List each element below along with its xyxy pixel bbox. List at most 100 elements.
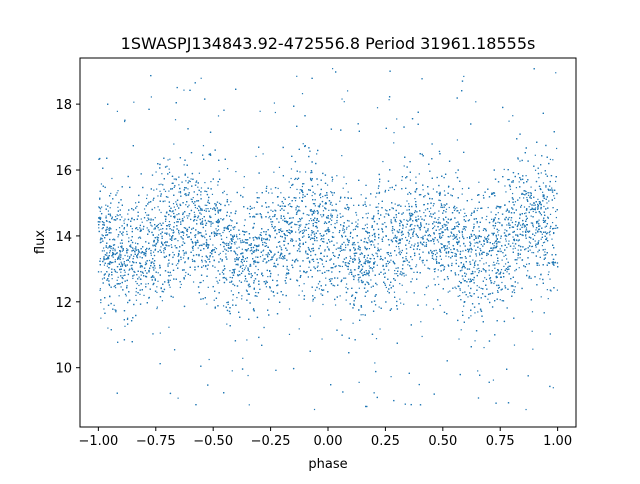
scatter-point [304, 171, 307, 173]
scatter-point [525, 175, 527, 177]
scatter-point [122, 275, 124, 277]
scatter-point [219, 244, 222, 246]
scatter-point [118, 283, 120, 285]
scatter-point [328, 278, 331, 280]
scatter-point [320, 239, 322, 241]
scatter-point [495, 277, 497, 279]
scatter-point [235, 170, 237, 173]
scatter-point [120, 246, 122, 248]
scatter-point [460, 329, 462, 331]
scatter-point [474, 312, 476, 314]
scatter-point [168, 221, 171, 223]
scatter-point [448, 236, 450, 238]
scatter-point [463, 208, 465, 210]
scatter-point [292, 239, 294, 242]
scatter-point [215, 277, 217, 279]
scatter-point [202, 145, 205, 147]
scatter-point [209, 256, 211, 258]
scatter-point [205, 208, 207, 210]
scatter-point [135, 291, 137, 293]
scatter-point [150, 218, 152, 220]
scatter-point [467, 278, 470, 280]
scatter-point [415, 189, 417, 191]
scatter-point [371, 253, 373, 256]
scatter-point [101, 238, 103, 240]
scatter-point [318, 205, 321, 207]
scatter-point [101, 206, 103, 208]
scatter-point [353, 204, 355, 206]
scatter-point [167, 196, 169, 198]
scatter-point [547, 298, 549, 300]
scatter-point [128, 269, 130, 271]
scatter-point [477, 242, 479, 244]
scatter-point [473, 223, 475, 225]
scatter-point [150, 254, 152, 256]
scatter-point [443, 206, 446, 208]
scatter-point [455, 172, 457, 174]
scatter-point [226, 323, 228, 325]
scatter-point [130, 244, 132, 246]
scatter-point [542, 191, 544, 193]
scatter-point [406, 200, 408, 202]
scatter-point [288, 333, 291, 335]
scatter-point [468, 219, 471, 221]
scatter-point [552, 189, 554, 191]
scatter-point [313, 260, 315, 262]
scatter-point [439, 199, 441, 202]
scatter-point [432, 205, 434, 207]
scatter-point [382, 160, 384, 163]
scatter-point [556, 289, 558, 291]
scatter-point [424, 195, 426, 197]
scatter-point [475, 101, 477, 103]
scatter-point [532, 252, 535, 254]
scatter-point [394, 273, 396, 275]
scatter-point [235, 241, 237, 243]
scatter-point [176, 247, 178, 249]
scatter-point [298, 229, 300, 231]
scatter-point [158, 229, 160, 231]
scatter-point [345, 208, 347, 210]
scatter-point [483, 251, 485, 253]
scatter-point [440, 258, 442, 260]
scatter-point [127, 317, 129, 319]
scatter-point [334, 222, 336, 225]
scatter-point [257, 213, 259, 215]
scatter-point [352, 322, 354, 324]
scatter-point [100, 238, 103, 240]
scatter-point [484, 277, 486, 279]
scatter-point [372, 270, 374, 272]
scatter-point [150, 96, 152, 98]
scatter-point [323, 222, 326, 225]
scatter-point [493, 261, 495, 263]
scatter-point [477, 311, 479, 313]
scatter-point [316, 222, 318, 224]
scatter-point [220, 218, 222, 220]
scatter-point [480, 287, 482, 289]
scatter-point [226, 242, 228, 244]
scatter-point [155, 171, 157, 173]
scatter-point [372, 255, 374, 257]
scatter-point [525, 218, 528, 221]
scatter-point [273, 102, 276, 104]
scatter-point [264, 283, 267, 285]
scatter-point [377, 247, 379, 249]
scatter-point [355, 291, 357, 293]
scatter-point [256, 201, 259, 203]
scatter-point [201, 218, 204, 220]
scatter-point [361, 228, 364, 230]
scatter-point [146, 194, 148, 196]
scatter-point [265, 245, 268, 247]
scatter-point [542, 182, 545, 184]
scatter-point [159, 332, 161, 334]
scatter-point [512, 236, 514, 238]
scatter-point [228, 204, 230, 206]
scatter-point [100, 317, 102, 319]
scatter-point [474, 271, 476, 273]
scatter-point [303, 230, 306, 232]
scatter-point [226, 226, 229, 228]
scatter-point [531, 245, 533, 248]
scatter-point [207, 258, 209, 260]
scatter-point [428, 252, 430, 255]
scatter-point [449, 235, 452, 237]
scatter-point [269, 236, 271, 238]
